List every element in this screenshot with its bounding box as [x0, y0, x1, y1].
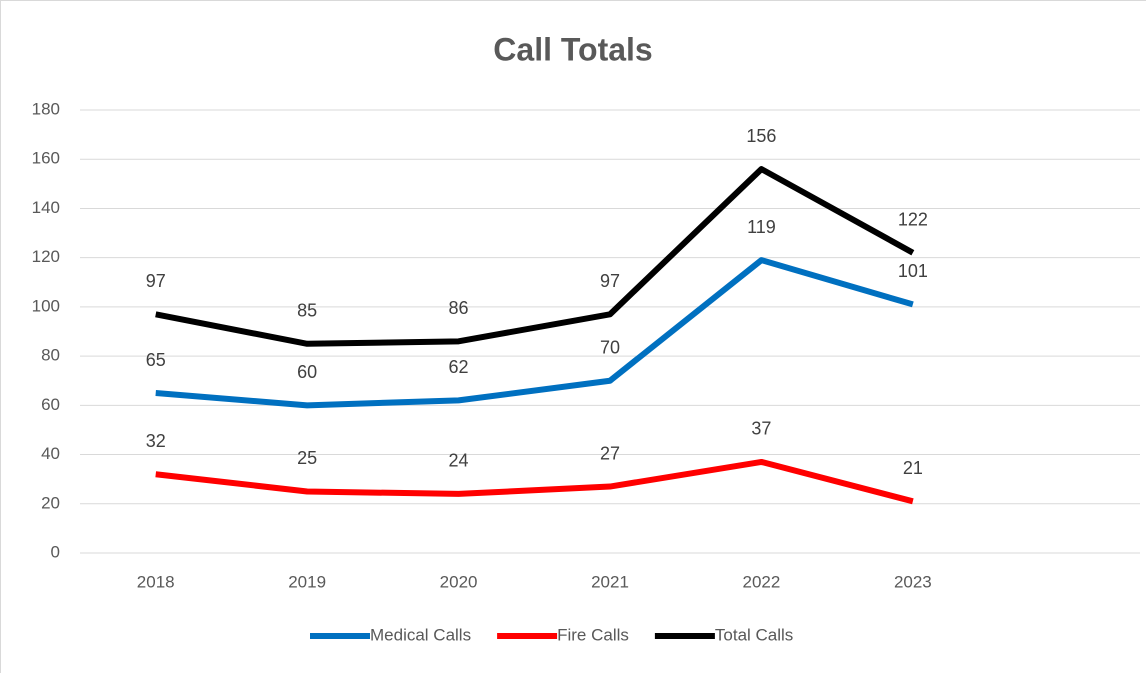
chart-title: Call Totals — [493, 31, 652, 67]
y-tick-label: 20 — [41, 493, 60, 512]
data-label: 156 — [746, 126, 776, 146]
legend-label: Total Calls — [715, 625, 793, 644]
y-tick-label: 40 — [41, 444, 60, 463]
data-label: 101 — [898, 261, 928, 281]
data-label: 97 — [600, 271, 620, 291]
y-tick-label: 120 — [32, 247, 60, 266]
data-label: 86 — [449, 298, 469, 318]
y-tick-label: 80 — [41, 346, 60, 365]
x-tick-label: 2022 — [743, 572, 781, 591]
y-tick-label: 160 — [32, 149, 60, 168]
legend-label: Medical Calls — [370, 625, 471, 644]
data-label: 32 — [146, 431, 166, 451]
series-line — [155, 458, 914, 505]
x-tick-label: 2020 — [440, 572, 478, 591]
data-label: 122 — [898, 209, 928, 229]
series-line — [155, 166, 915, 347]
data-label: 27 — [600, 443, 620, 463]
data-label: 65 — [146, 350, 166, 370]
data-label: 37 — [751, 419, 771, 439]
data-label: 85 — [297, 301, 317, 321]
series-line — [155, 257, 914, 409]
data-label: 70 — [600, 337, 620, 357]
data-label: 24 — [449, 451, 469, 471]
y-tick-label: 180 — [32, 99, 60, 118]
data-label: 62 — [449, 357, 469, 377]
y-tick-label: 100 — [32, 296, 60, 315]
y-tick-label: 60 — [41, 395, 60, 414]
y-tick-label: 0 — [51, 542, 60, 561]
data-label: 119 — [747, 217, 776, 237]
legend-label: Fire Calls — [557, 625, 629, 644]
x-tick-label: 2021 — [591, 572, 629, 591]
data-label: 60 — [297, 362, 317, 382]
data-label: 97 — [146, 271, 166, 291]
x-tick-label: 2023 — [894, 572, 932, 591]
y-tick-label: 140 — [32, 198, 60, 217]
x-tick-label: 2019 — [288, 572, 326, 591]
data-label: 25 — [297, 448, 317, 468]
x-tick-label: 2018 — [137, 572, 175, 591]
data-label: 21 — [903, 458, 923, 478]
